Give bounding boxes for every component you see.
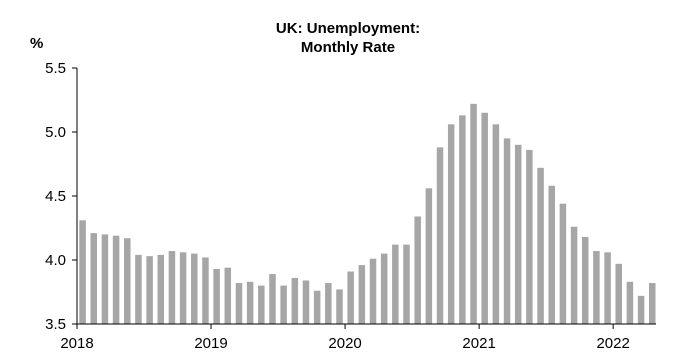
bar xyxy=(649,283,656,324)
bar xyxy=(492,124,500,324)
y-axis-ticks: 5.5 5.0 4.5 4.0 3.5 xyxy=(45,60,77,333)
bar xyxy=(168,251,176,324)
bar xyxy=(135,254,142,324)
bar xyxy=(593,251,600,324)
bar xyxy=(570,226,578,324)
bar xyxy=(514,144,522,324)
bar xyxy=(224,267,232,324)
bar xyxy=(637,295,645,324)
bar xyxy=(380,253,388,324)
y-tick-label: 4.5 xyxy=(45,188,66,205)
bar xyxy=(202,257,209,324)
bar xyxy=(459,115,466,324)
x-axis-ticks: 2018 2019 2020 2021 2022 xyxy=(60,324,630,352)
bar xyxy=(615,263,622,324)
bar xyxy=(470,103,477,324)
bar xyxy=(112,235,120,324)
y-tick-label: 4.0 xyxy=(45,252,66,269)
x-tick-label: 2022 xyxy=(596,335,629,352)
bar xyxy=(358,265,366,324)
bar xyxy=(347,271,354,324)
x-tick-label: 2018 xyxy=(60,335,93,352)
bar xyxy=(79,220,86,324)
bar xyxy=(157,254,165,324)
bar xyxy=(369,258,377,324)
bar xyxy=(269,274,276,324)
chart-title: UK: Unemployment: xyxy=(276,20,420,37)
bar xyxy=(179,252,187,324)
bar xyxy=(425,188,433,324)
bar xyxy=(146,256,153,324)
bar xyxy=(414,216,421,324)
y-tick-label: 5.0 xyxy=(45,124,66,141)
bar xyxy=(246,281,254,324)
bar xyxy=(537,167,544,324)
bar-series xyxy=(79,103,656,324)
bar xyxy=(325,283,332,324)
bar xyxy=(124,238,131,324)
bar xyxy=(604,252,611,324)
bar xyxy=(291,277,299,324)
bar xyxy=(392,244,399,324)
bar xyxy=(403,244,410,324)
bar xyxy=(548,185,555,324)
chart-subtitle: Monthly Rate xyxy=(301,39,395,56)
bar xyxy=(280,285,287,324)
x-tick-label: 2019 xyxy=(194,335,227,352)
bar xyxy=(581,236,589,324)
bar xyxy=(503,138,511,324)
bar xyxy=(191,253,198,324)
y-axis-unit: % xyxy=(30,35,43,52)
bar xyxy=(447,124,455,324)
bar xyxy=(213,268,220,324)
bar xyxy=(313,290,321,324)
bar xyxy=(626,281,634,324)
bar xyxy=(481,112,488,324)
bar xyxy=(90,233,97,324)
bar xyxy=(302,280,310,324)
bar xyxy=(235,283,243,324)
x-tick-label: 2020 xyxy=(328,335,361,352)
bar xyxy=(258,285,265,324)
bar xyxy=(101,234,109,324)
bar xyxy=(526,149,533,324)
bar xyxy=(436,147,444,324)
bar xyxy=(336,289,343,324)
y-tick-label: 5.5 xyxy=(45,60,66,77)
bar xyxy=(559,203,567,324)
x-tick-label: 2021 xyxy=(462,335,495,352)
y-tick-label: 3.5 xyxy=(45,316,66,333)
